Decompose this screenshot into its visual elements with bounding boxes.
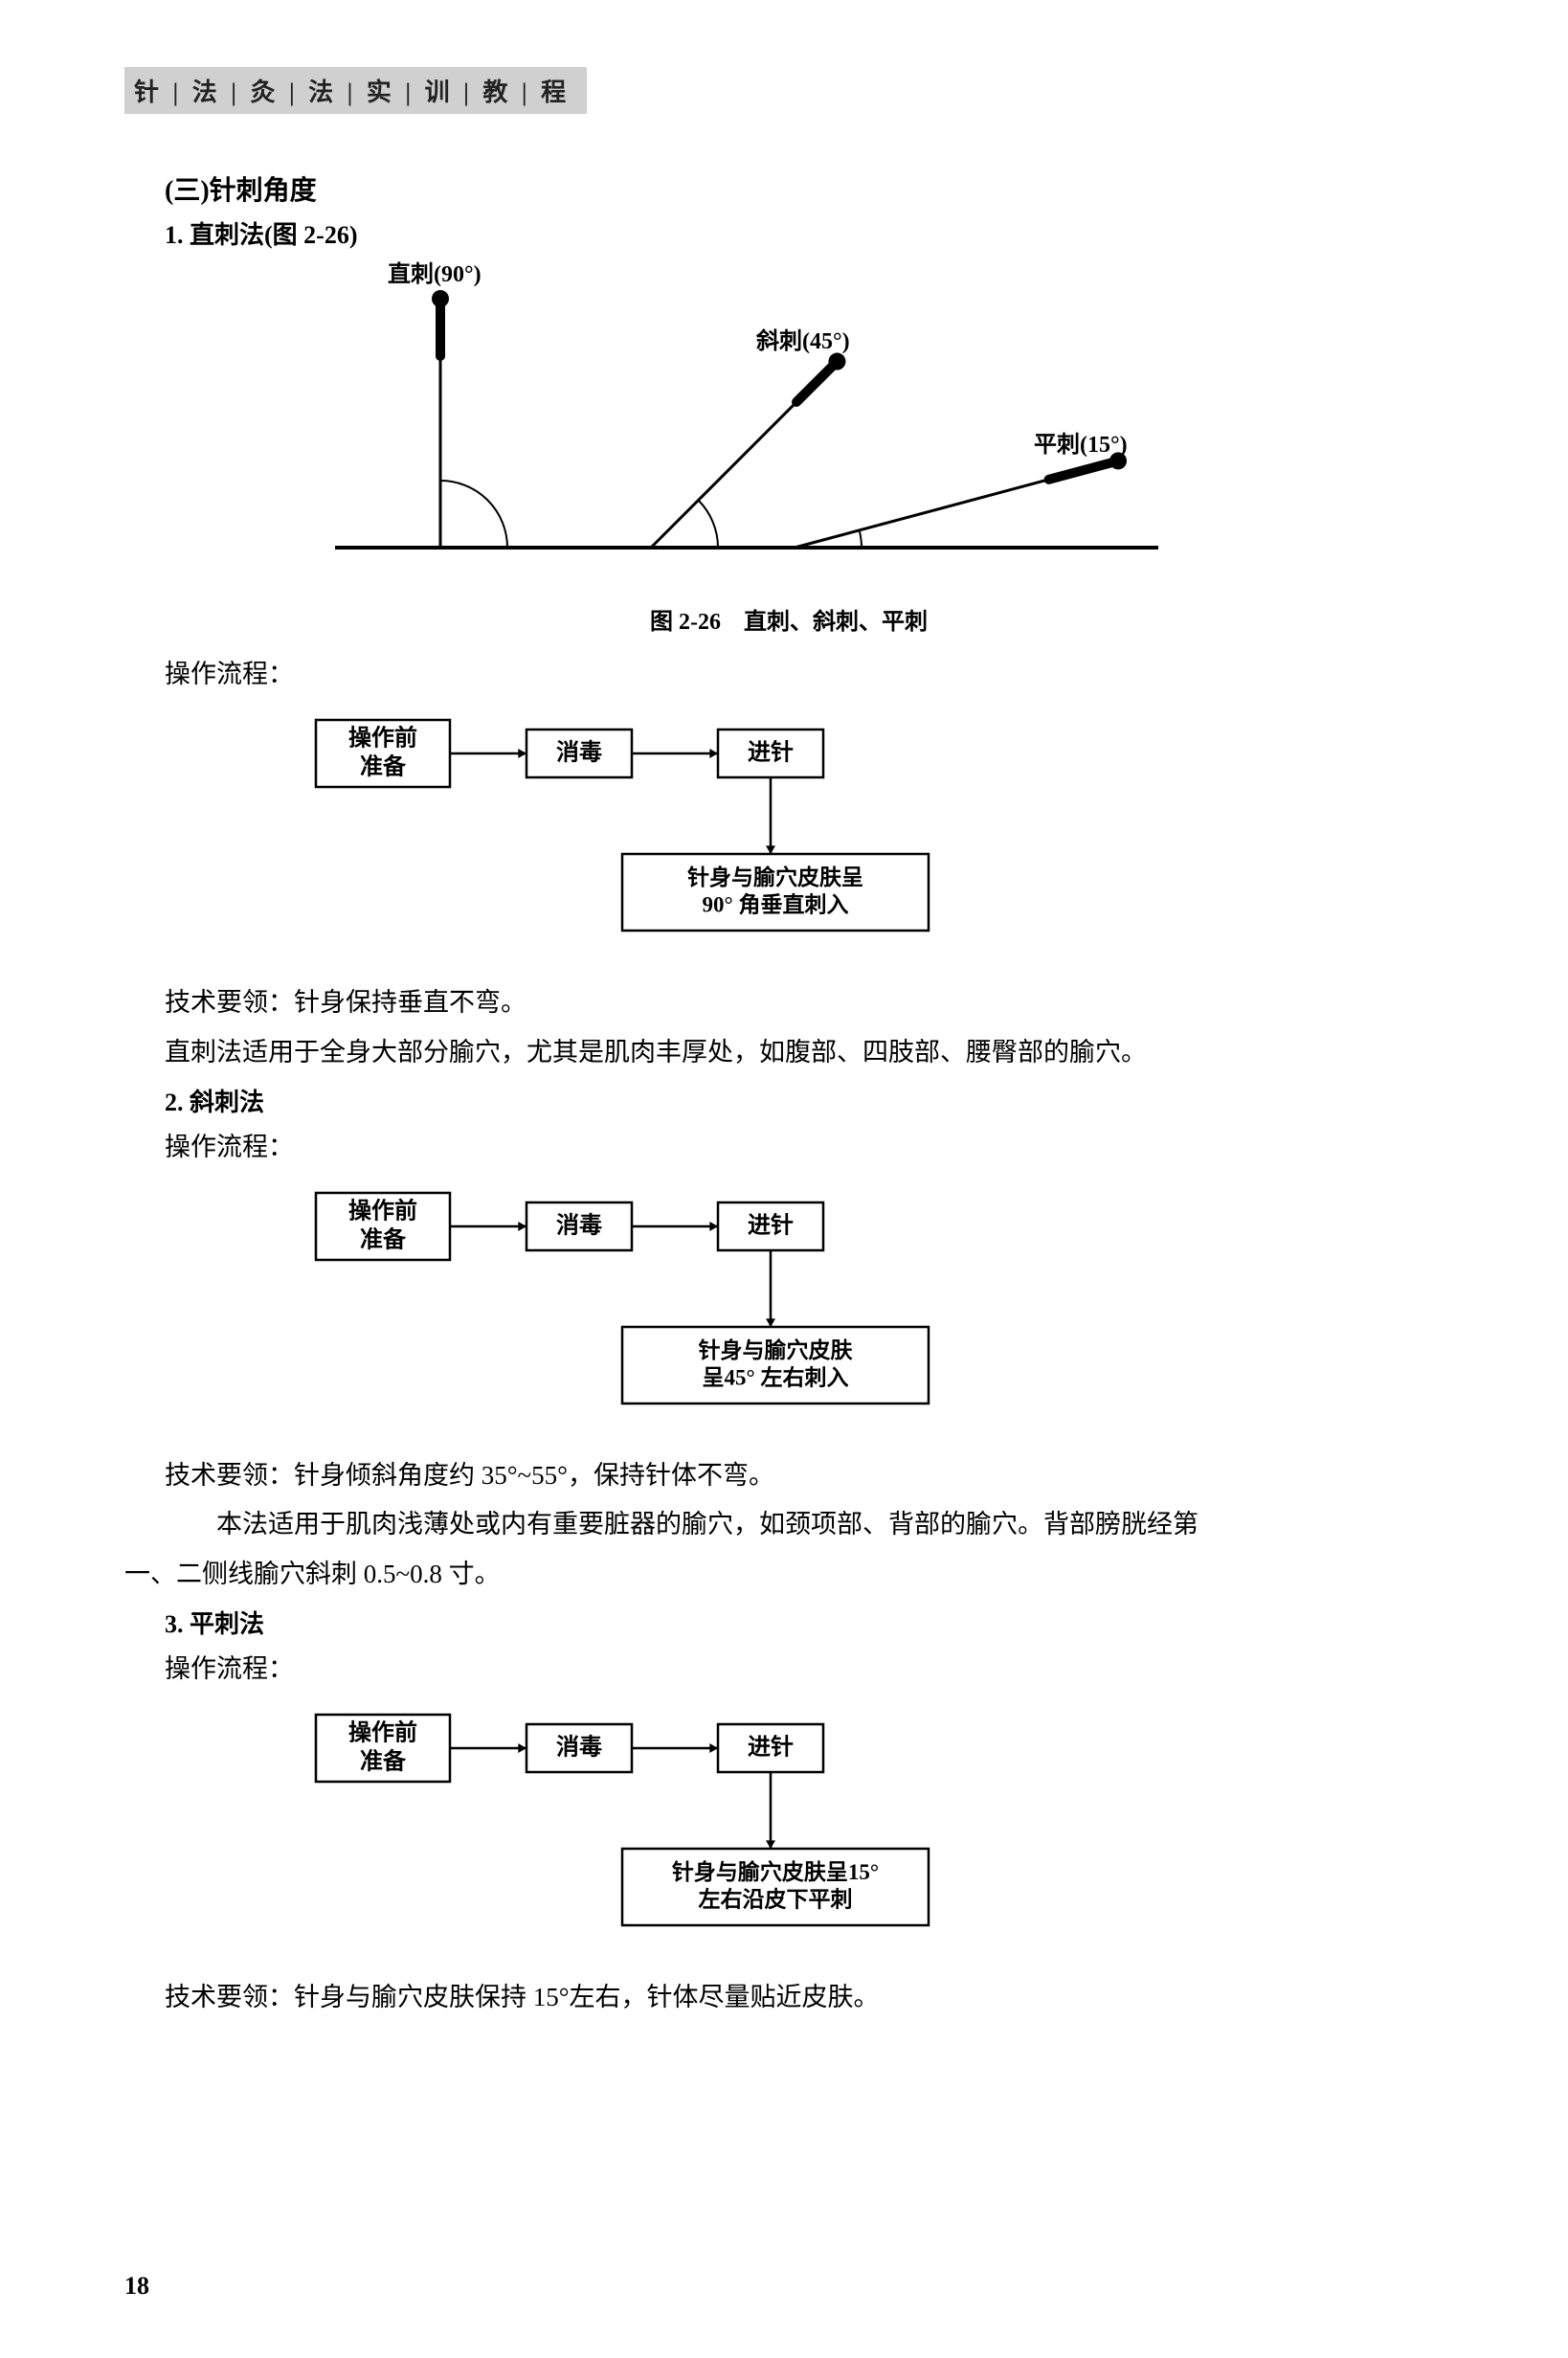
svg-text:针身与腧穴皮肤呈15°: 针身与腧穴皮肤呈15° [672, 1859, 879, 1884]
svg-text:进针: 进针 [748, 738, 794, 765]
svg-text:进针: 进针 [748, 1211, 794, 1238]
method3-tech: 技术要领：针身与腧穴皮肤保持 15°左右，针体尽量贴近皮肤。 [165, 1976, 1453, 2020]
method2-title: 2. 斜刺法 [165, 1083, 1453, 1118]
svg-text:90° 角垂直刺入: 90° 角垂直刺入 [703, 892, 849, 917]
svg-text:呈45° 左右刺入: 呈45° 左右刺入 [703, 1364, 849, 1389]
flow1-svg: 操作前准备 消毒 进针针身与腧穴皮肤呈 90° 角垂直刺入 [124, 710, 1082, 959]
method2-tech: 技术要领：针身倾斜角度约 35°~55°，保持针体不弯。 [165, 1454, 1453, 1498]
section-heading: (三)针刺角度 [165, 169, 1453, 208]
svg-text:准备: 准备 [360, 752, 407, 779]
svg-text:操作前: 操作前 [348, 1719, 417, 1746]
angle-svg: 直刺(90°) 斜刺(45°) 平刺(15°) [239, 260, 1197, 586]
method2-usage-l2: 一、二侧线腧穴斜刺 0.5~0.8 寸。 [124, 1553, 1453, 1597]
svg-text:准备: 准备 [360, 1748, 407, 1775]
svg-text:针身与腧穴皮肤呈: 针身与腧穴皮肤呈 [687, 865, 863, 889]
figure-caption: 图 2-26 直刺、斜刺、平刺 [124, 602, 1453, 636]
svg-text:操作前: 操作前 [348, 724, 417, 751]
flow3-svg: 操作前准备 消毒 进针针身与腧穴皮肤呈15° 左右沿皮下平刺 [124, 1705, 1082, 1954]
method3-proc-label: 操作流程： [165, 1648, 1453, 1692]
angle-diagram: 直刺(90°) 斜刺(45°) 平刺(15°) [239, 260, 1453, 591]
flowchart-2: 操作前准备 消毒 进针针身与腧穴皮肤呈45° 左右刺入 [124, 1183, 1453, 1437]
method3-title: 3. 平刺法 [165, 1605, 1453, 1640]
svg-text:直刺(90°): 直刺(90°) [388, 261, 482, 287]
svg-text:操作前: 操作前 [348, 1197, 417, 1224]
svg-text:左右沿皮下平刺: 左右沿皮下平刺 [699, 1887, 853, 1912]
svg-text:针身与腧穴皮肤: 针身与腧穴皮肤 [699, 1337, 854, 1362]
method2-proc-label: 操作流程： [165, 1126, 1453, 1170]
svg-text:消毒: 消毒 [556, 1735, 602, 1761]
method1-proc-label: 操作流程： [165, 653, 1453, 697]
svg-text:消毒: 消毒 [556, 1212, 602, 1238]
page-header-band: 针 | 法 | 灸 | 法 | 实 | 训 | 教 | 程 [124, 67, 587, 114]
svg-text:斜刺(45°): 斜刺(45°) [755, 328, 850, 354]
flowchart-3: 操作前准备 消毒 进针针身与腧穴皮肤呈15° 左右沿皮下平刺 [124, 1705, 1453, 1959]
method1-tech: 技术要领：针身保持垂直不弯。 [165, 981, 1453, 1025]
page: 针 | 法 | 灸 | 法 | 实 | 训 | 教 | 程 (三)针刺角度 1.… [0, 0, 1568, 2358]
flowchart-1: 操作前准备 消毒 进针针身与腧穴皮肤呈 90° 角垂直刺入 [124, 710, 1453, 964]
page-number: 18 [124, 2272, 149, 2301]
method1-usage: 直刺法适用于全身大部分腧穴，尤其是肌肉丰厚处，如腹部、四肢部、腰臀部的腧穴。 [165, 1031, 1453, 1075]
method2-usage-l1: 本法适用于肌肉浅薄处或内有重要脏器的腧穴，如颈项部、背部的腧穴。背部膀胱经第 [165, 1503, 1453, 1547]
svg-text:消毒: 消毒 [556, 739, 602, 765]
svg-text:准备: 准备 [360, 1225, 407, 1252]
svg-text:平刺(15°): 平刺(15°) [1034, 432, 1128, 458]
svg-text:进针: 进针 [748, 1734, 794, 1761]
flow2-svg: 操作前准备 消毒 进针针身与腧穴皮肤呈45° 左右刺入 [124, 1183, 1082, 1432]
method1-title: 1. 直刺法(图 2-26) [165, 215, 1453, 251]
